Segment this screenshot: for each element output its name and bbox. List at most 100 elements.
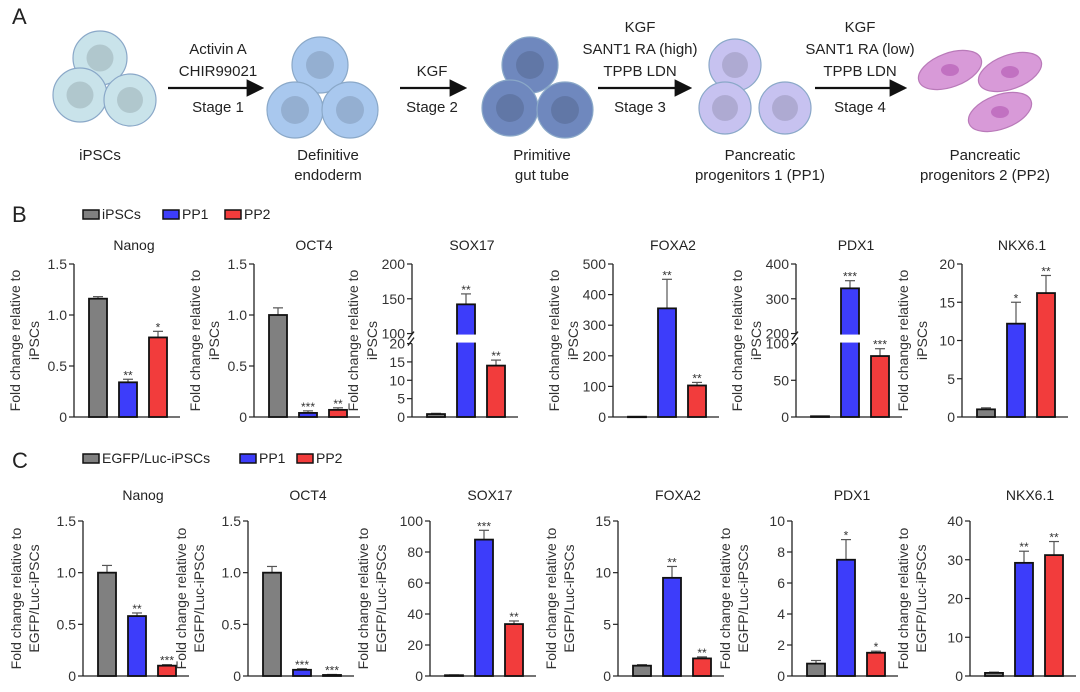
y-tick-label: 5: [603, 616, 611, 632]
y-axis-label: Fold change relative to: [543, 527, 559, 669]
chart-nanog: Nanog Fold change relative to iPSCs 0 0.5 1.0…: [7, 237, 180, 425]
bar-egfp-luc-ipscs: [97, 571, 117, 677]
cell-icon: [698, 81, 752, 135]
y-tick-label: 20: [947, 591, 963, 607]
stage-label: gut tube: [515, 167, 569, 184]
significance-label: ***: [295, 658, 309, 672]
bar-pp2: [504, 623, 524, 677]
y-tick-label: 400: [766, 256, 790, 272]
stage-number-label: Stage 3: [614, 99, 666, 116]
bar-pp1: [292, 668, 312, 677]
y-tick-label: 0: [947, 409, 955, 425]
bar-pp1: [127, 615, 147, 677]
y-axis-label: Fold change relative to: [717, 527, 733, 669]
stage-number-label: Stage 2: [406, 99, 458, 116]
factor-label: Activin A: [189, 41, 247, 58]
nucleus-icon: [66, 81, 94, 109]
y-tick-label: 6: [777, 575, 785, 591]
y-tick-label: 30: [947, 552, 963, 568]
y-tick-label: 0: [239, 409, 247, 425]
y-axis-label: Fold change relative to: [895, 527, 911, 669]
legend-item: PP1: [162, 206, 209, 222]
significance-label: **: [692, 371, 702, 385]
y-tick-label: 100: [583, 378, 607, 394]
y-tick-label: 10: [769, 513, 785, 529]
bar-egfp-luc-ipscs: [984, 672, 1004, 677]
y-axis-label: Fold change relative to: [895, 269, 911, 411]
significance-label: **: [132, 602, 142, 616]
y-tick-label: 0: [955, 668, 963, 684]
significance-label: **: [1049, 531, 1059, 545]
y-axis-label: Fold change relative to: [355, 527, 371, 669]
y-tick-label: 100: [382, 326, 406, 342]
legend-item: PP2: [296, 450, 343, 466]
factor-label: KGF: [845, 19, 876, 36]
nucleus-icon: [281, 96, 309, 124]
significance-label: **: [1019, 540, 1029, 554]
bar-break-gap: [839, 334, 861, 343]
significance-label: ***: [477, 519, 491, 533]
factor-label: TPPB LDN: [603, 63, 676, 80]
chart-title: PDX1: [834, 487, 871, 503]
axis-break-icon: [791, 331, 799, 346]
bar-ipscs: [88, 297, 108, 418]
y-tick-label: 2: [777, 637, 785, 653]
y-axis-label: Fold change relative to: [187, 269, 203, 411]
bar-pp2: [157, 664, 177, 677]
bar-ipscs: [976, 408, 996, 418]
legend-swatch: [82, 209, 100, 220]
y-tick-label: 0: [68, 668, 76, 684]
stage-label: progenitors 1 (PP1): [695, 167, 825, 184]
cell-icon: [758, 81, 812, 135]
y-tick-label: 20: [389, 336, 405, 352]
factor-label: TPPB LDN: [823, 63, 896, 80]
y-tick-label: 200: [382, 256, 406, 272]
nucleus-icon: [496, 94, 524, 122]
legend-swatch: [239, 453, 257, 464]
bar-ipscs: [426, 413, 446, 418]
chart-oct4: OCT4 Fold change relative to EGFP/Luc-iPSC…: [173, 487, 354, 684]
y-tick-label: 80: [407, 544, 423, 560]
significance-label: **: [662, 268, 672, 282]
significance-label: **: [123, 368, 133, 382]
bar-pp2: [148, 336, 168, 418]
y-tick-label: 0.5: [57, 616, 77, 632]
bar-pp2: [1044, 554, 1064, 677]
significance-label: *: [156, 320, 161, 334]
significance-label: ***: [160, 654, 174, 668]
bar-pp1: [657, 307, 677, 418]
y-tick-label: 0: [598, 409, 606, 425]
legend-item: PP1: [239, 450, 286, 466]
chart-title: PDX1: [838, 237, 875, 253]
significance-label: **: [509, 610, 519, 624]
y-tick-label: 60: [407, 575, 423, 591]
chart-nkx61: NKX6.1 Fold change relative to iPSCs 0 5 10 15…: [895, 237, 1068, 425]
y-tick-label: 5: [947, 371, 955, 387]
y-axis-label: iPSCs: [565, 321, 581, 360]
significance-label: **: [491, 349, 501, 363]
y-axis-label: Fold change relative to: [729, 269, 745, 411]
legend-label: PP2: [316, 450, 343, 466]
y-axis-label: EGFP/Luc-iPSCs: [561, 544, 577, 652]
y-tick-label: 0: [59, 409, 67, 425]
y-tick-label: 0: [603, 668, 611, 684]
bar-egfp-luc-ipscs: [632, 664, 652, 677]
bar-pp1: [836, 558, 856, 677]
bar-pp2: [1036, 292, 1056, 418]
y-axis-label: EGFP/Luc-iPSCs: [913, 544, 929, 652]
y-axis-label: Fold change relative to: [8, 527, 24, 669]
bar-pp2: [687, 384, 707, 418]
y-tick-label: 20: [407, 637, 423, 653]
cell-icon: [291, 36, 349, 94]
cell-icon: [321, 81, 379, 139]
legend-label: EGFP/Luc-iPSCs: [102, 450, 210, 466]
bar-break-gap: [455, 334, 477, 343]
significance-label: *: [874, 640, 879, 654]
chart-title: SOX17: [449, 237, 494, 253]
significance-label: **: [333, 397, 343, 411]
y-tick-label: 20: [939, 256, 955, 272]
y-tick-label: 1.0: [228, 307, 248, 323]
y-tick-label: 1.0: [222, 565, 242, 581]
y-axis-label: EGFP/Luc-iPSCs: [373, 544, 389, 652]
